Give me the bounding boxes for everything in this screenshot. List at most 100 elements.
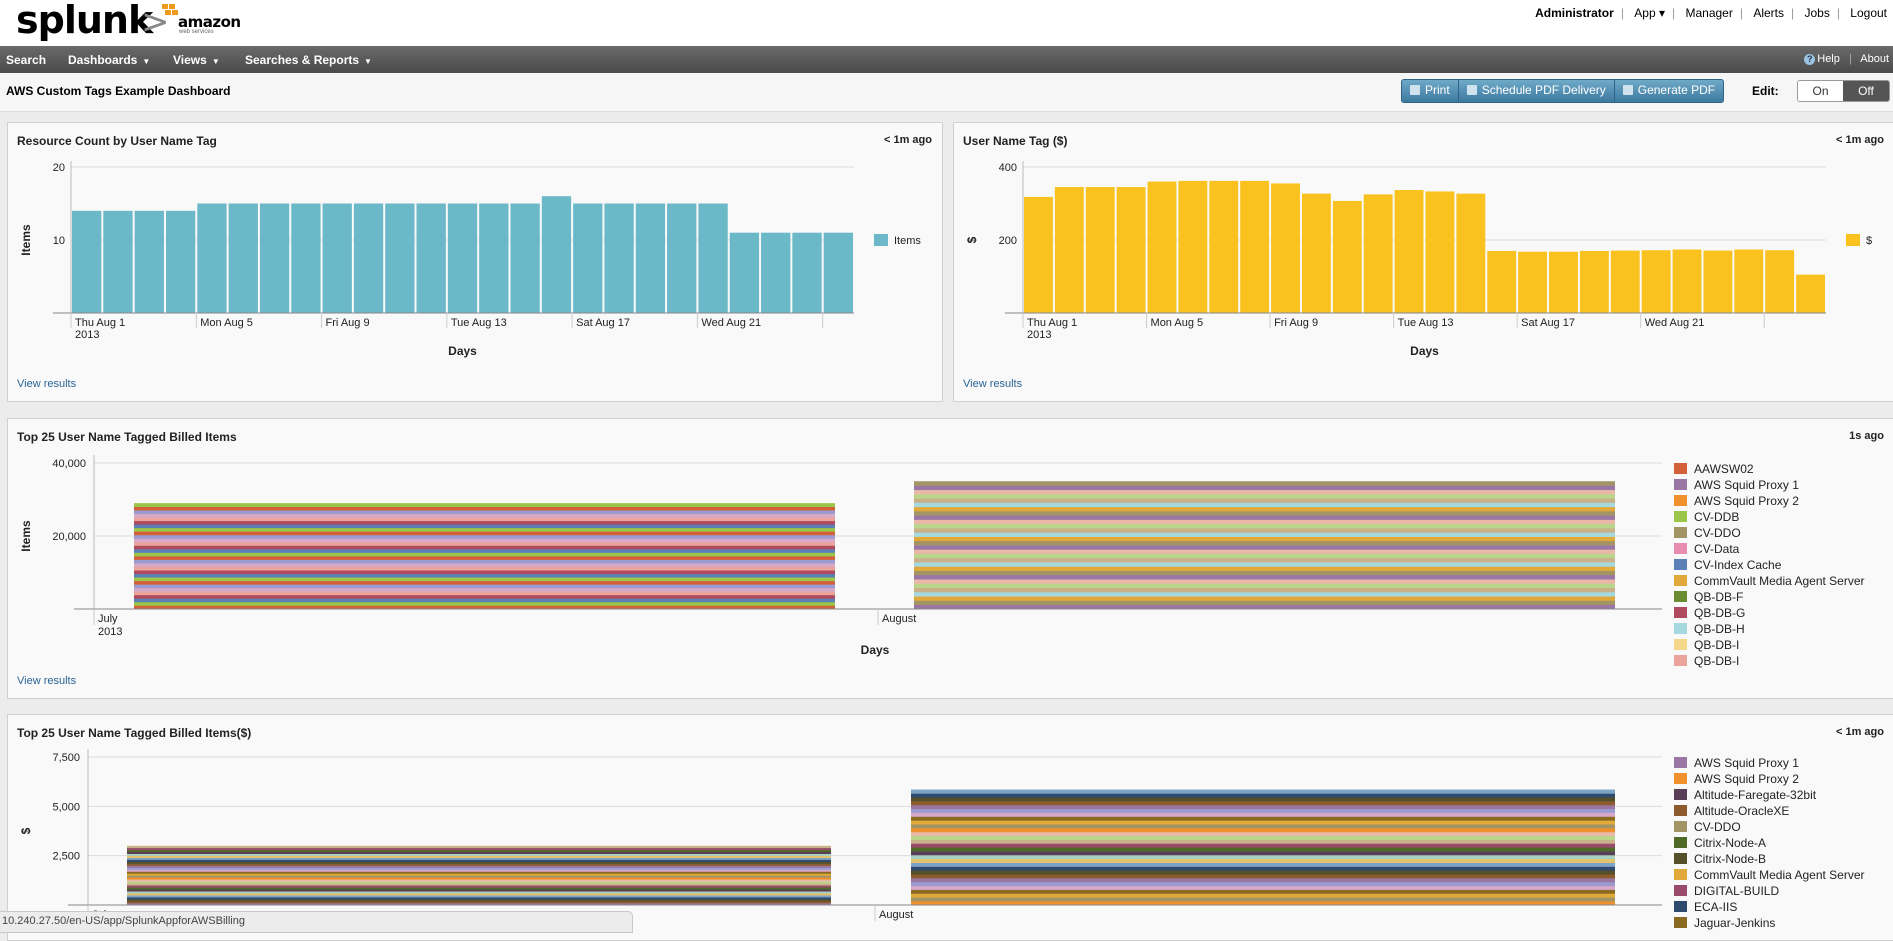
stack-segment[interactable]	[134, 513, 835, 518]
legend-label[interactable]: Altitude-Faregate-32bit	[1694, 788, 1817, 802]
bar[interactable]	[1579, 250, 1609, 313]
legend-label[interactable]: CV-DDB	[1694, 510, 1739, 524]
stack-segment[interactable]	[914, 519, 1615, 525]
bar[interactable]	[165, 210, 196, 313]
bar[interactable]	[1332, 200, 1362, 313]
stack-segment[interactable]	[127, 845, 831, 849]
bar[interactable]	[385, 203, 415, 314]
stack-segment[interactable]	[911, 847, 1615, 852]
stack-segment[interactable]	[911, 854, 1615, 860]
stack-segment[interactable]	[914, 591, 1615, 597]
stack-segment[interactable]	[911, 858, 1615, 863]
stack-segment[interactable]	[911, 804, 1615, 810]
bar[interactable]	[1394, 189, 1424, 313]
stack-segment[interactable]	[914, 511, 1615, 516]
stack-segment[interactable]	[911, 881, 1615, 887]
stack-segment[interactable]	[914, 502, 1615, 508]
legend-label[interactable]: QB-DB-I	[1694, 654, 1739, 668]
stack-segment[interactable]	[127, 895, 831, 898]
stack-segment[interactable]	[134, 587, 835, 592]
stack-segment[interactable]	[127, 887, 831, 890]
bar[interactable]	[823, 232, 853, 313]
stack-segment[interactable]	[914, 536, 1615, 542]
bar[interactable]	[604, 203, 634, 314]
stack-segment[interactable]	[911, 866, 1615, 871]
stack-segment[interactable]	[914, 604, 1615, 610]
legend-label[interactable]: $	[1866, 235, 1872, 247]
stack-segment[interactable]	[911, 893, 1615, 898]
stack-segment[interactable]	[127, 867, 831, 870]
stack-segment[interactable]	[134, 538, 835, 543]
stack-segment[interactable]	[914, 515, 1615, 520]
stack-segment[interactable]	[911, 878, 1615, 883]
stack-segment[interactable]	[134, 545, 835, 550]
stack-segment[interactable]	[914, 600, 1615, 606]
legend-label[interactable]: AAWSW02	[1694, 462, 1754, 476]
legend-label[interactable]: AWS Squid Proxy 2	[1694, 494, 1799, 508]
bar[interactable]	[72, 210, 102, 313]
bar[interactable]	[197, 203, 227, 314]
stack-segment[interactable]	[127, 849, 831, 853]
stack-segment[interactable]	[127, 891, 831, 894]
stack-segment[interactable]	[914, 532, 1615, 537]
stack-segment[interactable]	[134, 517, 835, 522]
stack-segment[interactable]	[134, 570, 835, 575]
stack-segment[interactable]	[134, 534, 835, 539]
legend-label[interactable]: CommVault Media Agent Server	[1694, 574, 1865, 588]
edit-off-button[interactable]: Off	[1843, 81, 1889, 101]
bar[interactable]	[1024, 196, 1053, 313]
bar[interactable]	[291, 203, 321, 314]
bar[interactable]	[1549, 251, 1578, 313]
stack-segment[interactable]	[911, 862, 1615, 867]
stack-segment[interactable]	[911, 824, 1615, 829]
stack-segment[interactable]	[134, 549, 835, 553]
nav-searches-reports[interactable]: Searches & Reports ▼	[245, 53, 372, 67]
stack-segment[interactable]	[911, 874, 1615, 879]
stack-segment[interactable]	[134, 531, 835, 536]
stack-segment[interactable]	[127, 881, 831, 884]
legend-label[interactable]: QB-DB-H	[1694, 622, 1745, 636]
bar[interactable]	[541, 196, 572, 313]
stack-segment[interactable]	[127, 897, 831, 900]
bar[interactable]	[1240, 180, 1270, 313]
bar[interactable]	[1054, 187, 1084, 313]
stack-segment[interactable]	[127, 899, 831, 902]
stack-segment[interactable]	[911, 870, 1615, 875]
bar[interactable]	[1734, 249, 1764, 313]
bar[interactable]	[1518, 251, 1548, 313]
legend-label[interactable]: DIGITAL-BUILD	[1694, 884, 1779, 898]
legend-label[interactable]: Items	[894, 235, 921, 247]
stack-segment[interactable]	[911, 812, 1615, 817]
stack-segment[interactable]	[911, 835, 1615, 840]
edit-on-button[interactable]: On	[1798, 81, 1843, 101]
stack-segment[interactable]	[127, 875, 831, 878]
stack-segment[interactable]	[127, 859, 831, 862]
bar[interactable]	[259, 203, 290, 314]
bar[interactable]	[1363, 194, 1393, 313]
bar[interactable]	[416, 203, 446, 314]
stack-segment[interactable]	[134, 601, 835, 606]
stack-segment[interactable]	[134, 594, 835, 599]
bar[interactable]	[1116, 187, 1146, 313]
legend-label[interactable]: Citrix-Node-B	[1694, 852, 1766, 866]
stack-segment[interactable]	[134, 506, 835, 511]
bar[interactable]	[1271, 183, 1300, 313]
stack-segment[interactable]	[134, 580, 835, 585]
view-results-link[interactable]: View results	[17, 378, 77, 390]
stack-segment[interactable]	[914, 579, 1615, 584]
bar[interactable]	[761, 232, 791, 313]
stack-segment[interactable]	[127, 873, 831, 876]
bar[interactable]	[479, 203, 509, 314]
stack-segment[interactable]	[914, 549, 1615, 554]
stack-segment[interactable]	[134, 552, 835, 557]
manager-link[interactable]: Manager	[1685, 6, 1733, 20]
bar[interactable]	[1425, 191, 1455, 313]
stack-segment[interactable]	[914, 489, 1615, 495]
stack-segment[interactable]	[134, 563, 835, 567]
stack-segment[interactable]	[127, 861, 831, 864]
stack-segment[interactable]	[914, 523, 1615, 529]
stack-segment[interactable]	[911, 793, 1615, 798]
alerts-link[interactable]: Alerts	[1753, 6, 1784, 20]
stack-segment[interactable]	[914, 545, 1615, 550]
bar[interactable]	[667, 203, 697, 314]
